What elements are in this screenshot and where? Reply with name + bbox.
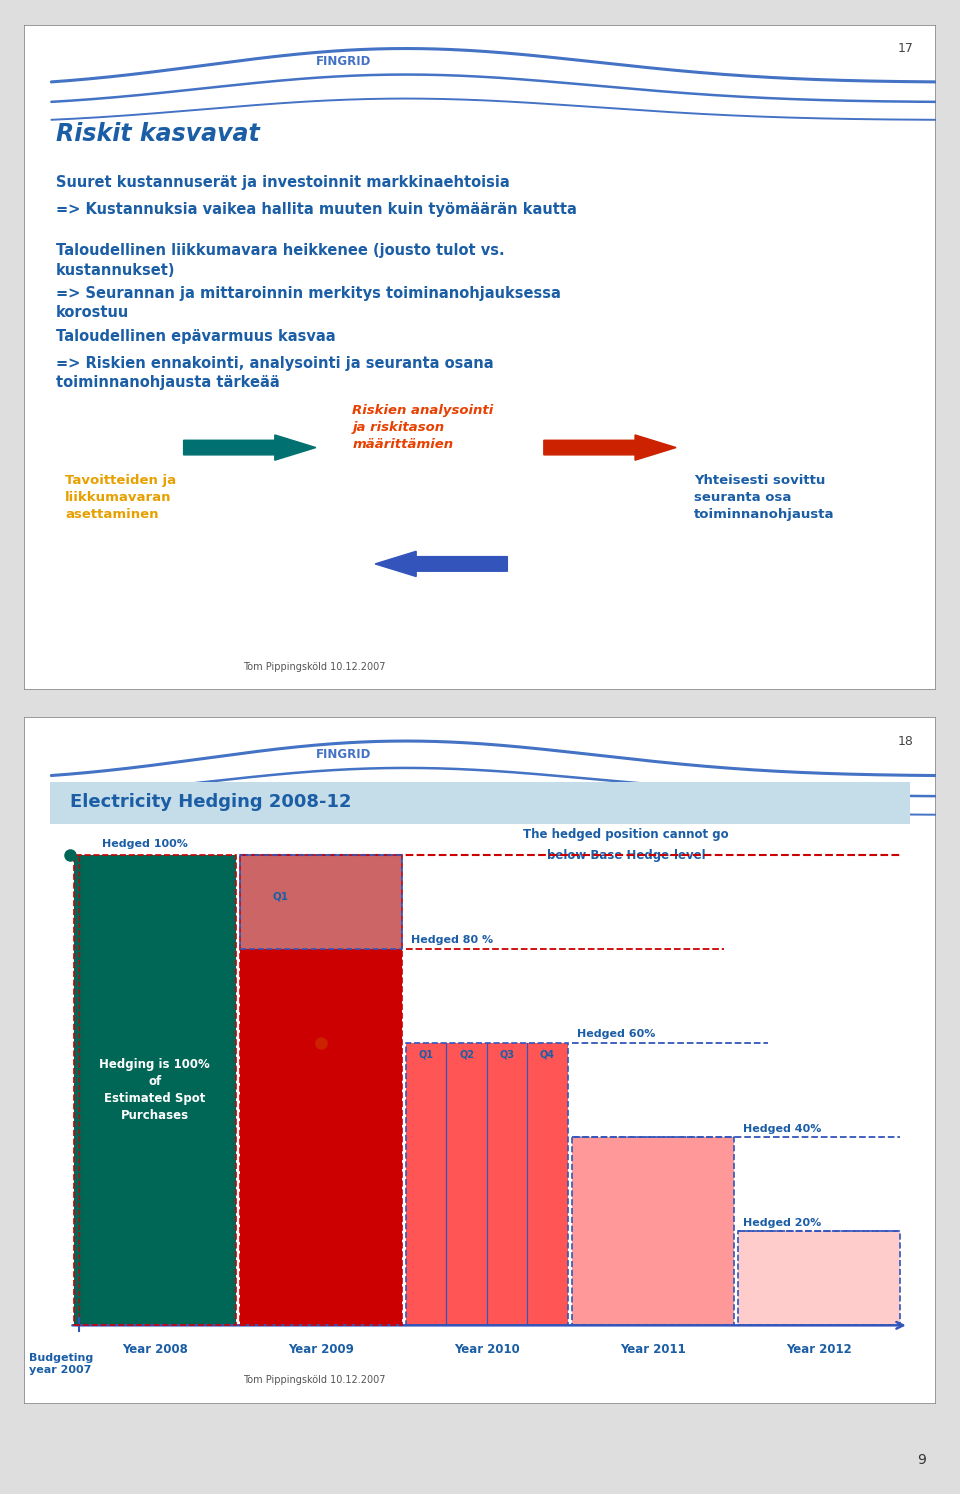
Bar <box>50 783 910 823</box>
Bar <box>240 855 401 1325</box>
FancyArrow shape <box>543 435 676 460</box>
Text: The hedged position cannot go: The hedged position cannot go <box>523 829 729 841</box>
Text: Tom Pippingsköld 10.12.2007: Tom Pippingsköld 10.12.2007 <box>243 1374 385 1385</box>
Bar <box>738 1231 900 1325</box>
Text: Hedged 80 %: Hedged 80 % <box>411 935 492 946</box>
Text: Suuret kustannuserät ja investoinnit markkinaehtoisia: Suuret kustannuserät ja investoinnit mar… <box>56 175 510 190</box>
Bar <box>406 1043 567 1325</box>
Bar <box>240 855 401 949</box>
Text: Year 2009: Year 2009 <box>288 1343 354 1355</box>
Bar <box>572 1137 733 1325</box>
Text: Taloudellinen epävarmuus kasvaa: Taloudellinen epävarmuus kasvaa <box>56 329 336 344</box>
Text: Hedging is 100%
of
Estimated Spot
Purchases: Hedging is 100% of Estimated Spot Purcha… <box>100 1058 210 1122</box>
Bar <box>240 855 401 949</box>
Text: 17: 17 <box>898 42 913 55</box>
Text: Electricity Hedging 2008-12: Electricity Hedging 2008-12 <box>69 793 351 811</box>
Text: 18: 18 <box>898 735 913 747</box>
Text: Taloudellinen liikkumavara heikkenee (jousto tulot vs.
kustannukset): Taloudellinen liikkumavara heikkenee (jo… <box>56 244 505 278</box>
Bar <box>738 1231 900 1325</box>
FancyArrow shape <box>375 551 507 577</box>
FancyArrow shape <box>183 435 316 460</box>
Text: Riskit kasvavat: Riskit kasvavat <box>56 123 259 146</box>
Text: Hedged 100%: Hedged 100% <box>102 840 187 849</box>
Text: => Riskien ennakointi, analysointi ja seuranta osana
toiminnanohjausta tärkeää: => Riskien ennakointi, analysointi ja se… <box>56 356 493 390</box>
Text: Q3: Q3 <box>499 1050 515 1059</box>
Text: Riskien analysointi
ja riskitason
määrittämien: Riskien analysointi ja riskitason määrit… <box>352 405 493 451</box>
Text: Year 2012: Year 2012 <box>786 1343 852 1355</box>
Bar <box>74 855 235 1325</box>
Text: Hedged 60%: Hedged 60% <box>577 1029 655 1040</box>
Text: => Kustannuksia vaikea hallita muuten kuin työmäärän kautta: => Kustannuksia vaikea hallita muuten ku… <box>56 202 577 217</box>
Bar <box>572 1137 733 1325</box>
Text: Tavoitteiden ja
liikkumavaran
asettaminen: Tavoitteiden ja liikkumavaran asettamine… <box>65 474 177 521</box>
Text: Year 2011: Year 2011 <box>620 1343 685 1355</box>
Text: Q1: Q1 <box>419 1050 434 1059</box>
Text: Hedged 40%: Hedged 40% <box>743 1123 821 1134</box>
Text: FINGRID: FINGRID <box>316 748 372 762</box>
Text: Q2: Q2 <box>459 1050 474 1059</box>
Text: Budgeting
year 2007: Budgeting year 2007 <box>29 1354 93 1374</box>
Text: FINGRID: FINGRID <box>316 55 372 69</box>
Text: Hedged 20%: Hedged 20% <box>743 1218 821 1228</box>
Bar <box>74 855 235 1325</box>
Text: Year 2008: Year 2008 <box>122 1343 188 1355</box>
Text: Q4: Q4 <box>540 1050 555 1059</box>
Text: Tom Pippingsköld 10.12.2007: Tom Pippingsköld 10.12.2007 <box>243 662 385 672</box>
Bar <box>406 1043 567 1325</box>
Text: Year 2010: Year 2010 <box>454 1343 519 1355</box>
Text: 9: 9 <box>918 1454 926 1467</box>
Bar <box>240 855 401 1325</box>
Text: Q1: Q1 <box>273 892 289 902</box>
Text: Yhteisesti sovittu
seuranta osa
toiminnanohjausta: Yhteisesti sovittu seuranta osa toiminna… <box>694 474 835 521</box>
Text: => Seurannan ja mittaroinnin merkitys toiminanohjauksessa
korostuu: => Seurannan ja mittaroinnin merkitys to… <box>56 285 561 320</box>
Text: below Base Hedge-level: below Base Hedge-level <box>546 849 706 862</box>
